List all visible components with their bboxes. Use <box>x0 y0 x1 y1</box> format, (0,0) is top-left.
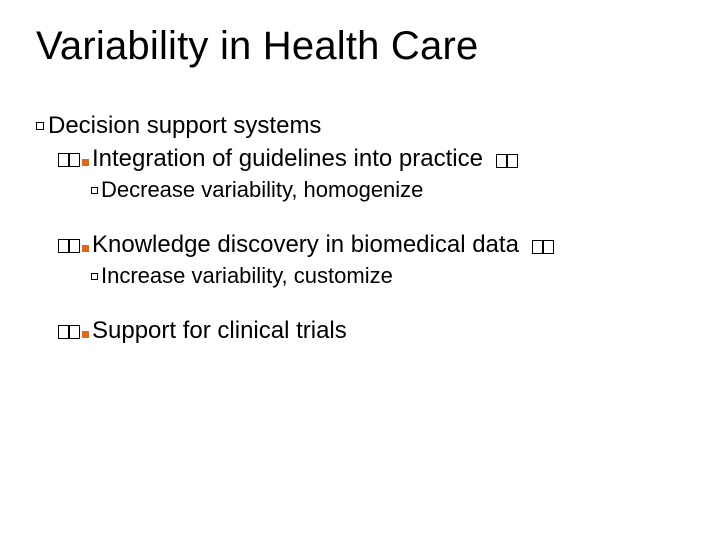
orange-square-icon <box>82 331 89 338</box>
bullet-text-inner: Integration of guidelines into practice <box>92 145 483 172</box>
glitch-bullet-icon <box>58 325 89 339</box>
orange-square-icon <box>82 245 89 252</box>
bullet-text: Support for clinical trials <box>92 315 347 346</box>
bullet-level-0: Decision support systems <box>36 110 684 141</box>
orange-square-icon <box>82 159 89 166</box>
bullet-level-1: Support for clinical trials <box>58 315 684 346</box>
glitch-bullet-icon <box>58 153 89 167</box>
bullet-text: Integration of guidelines into practice <box>92 143 518 174</box>
bullet-level-2: Decrease variability, homogenize <box>91 176 684 205</box>
bullet-level-1: Integration of guidelines into practice <box>58 143 684 174</box>
glitch-bullet-icon <box>58 239 89 253</box>
slide-body: Decision support systems Integration of … <box>36 110 684 348</box>
bullet-text: Knowledge discovery in biomedical data <box>92 229 554 260</box>
bullet-level-2: Increase variability, customize <box>91 262 684 291</box>
bullet-text-inner: Knowledge discovery in biomedical data <box>92 231 519 258</box>
glitch-boxes-icon <box>58 153 80 167</box>
bullet-level-1: Knowledge discovery in biomedical data <box>58 229 684 260</box>
trailing-glitch-icon <box>496 154 518 168</box>
bullet-text: Decrease variability, homogenize <box>101 176 423 205</box>
square-bullet-icon <box>91 187 98 194</box>
glitch-boxes-icon <box>58 239 80 253</box>
trailing-glitch-icon <box>532 240 554 254</box>
glitch-boxes-icon <box>58 325 80 339</box>
spacer <box>36 293 684 315</box>
bullet-text: Decision support systems <box>48 110 321 141</box>
square-bullet-icon <box>91 273 98 280</box>
bullet-text: Increase variability, customize <box>101 262 393 291</box>
spacer <box>36 207 684 229</box>
slide: Variability in Health Care Decision supp… <box>0 0 720 540</box>
slide-title: Variability in Health Care <box>36 24 478 69</box>
square-bullet-icon <box>36 122 44 130</box>
